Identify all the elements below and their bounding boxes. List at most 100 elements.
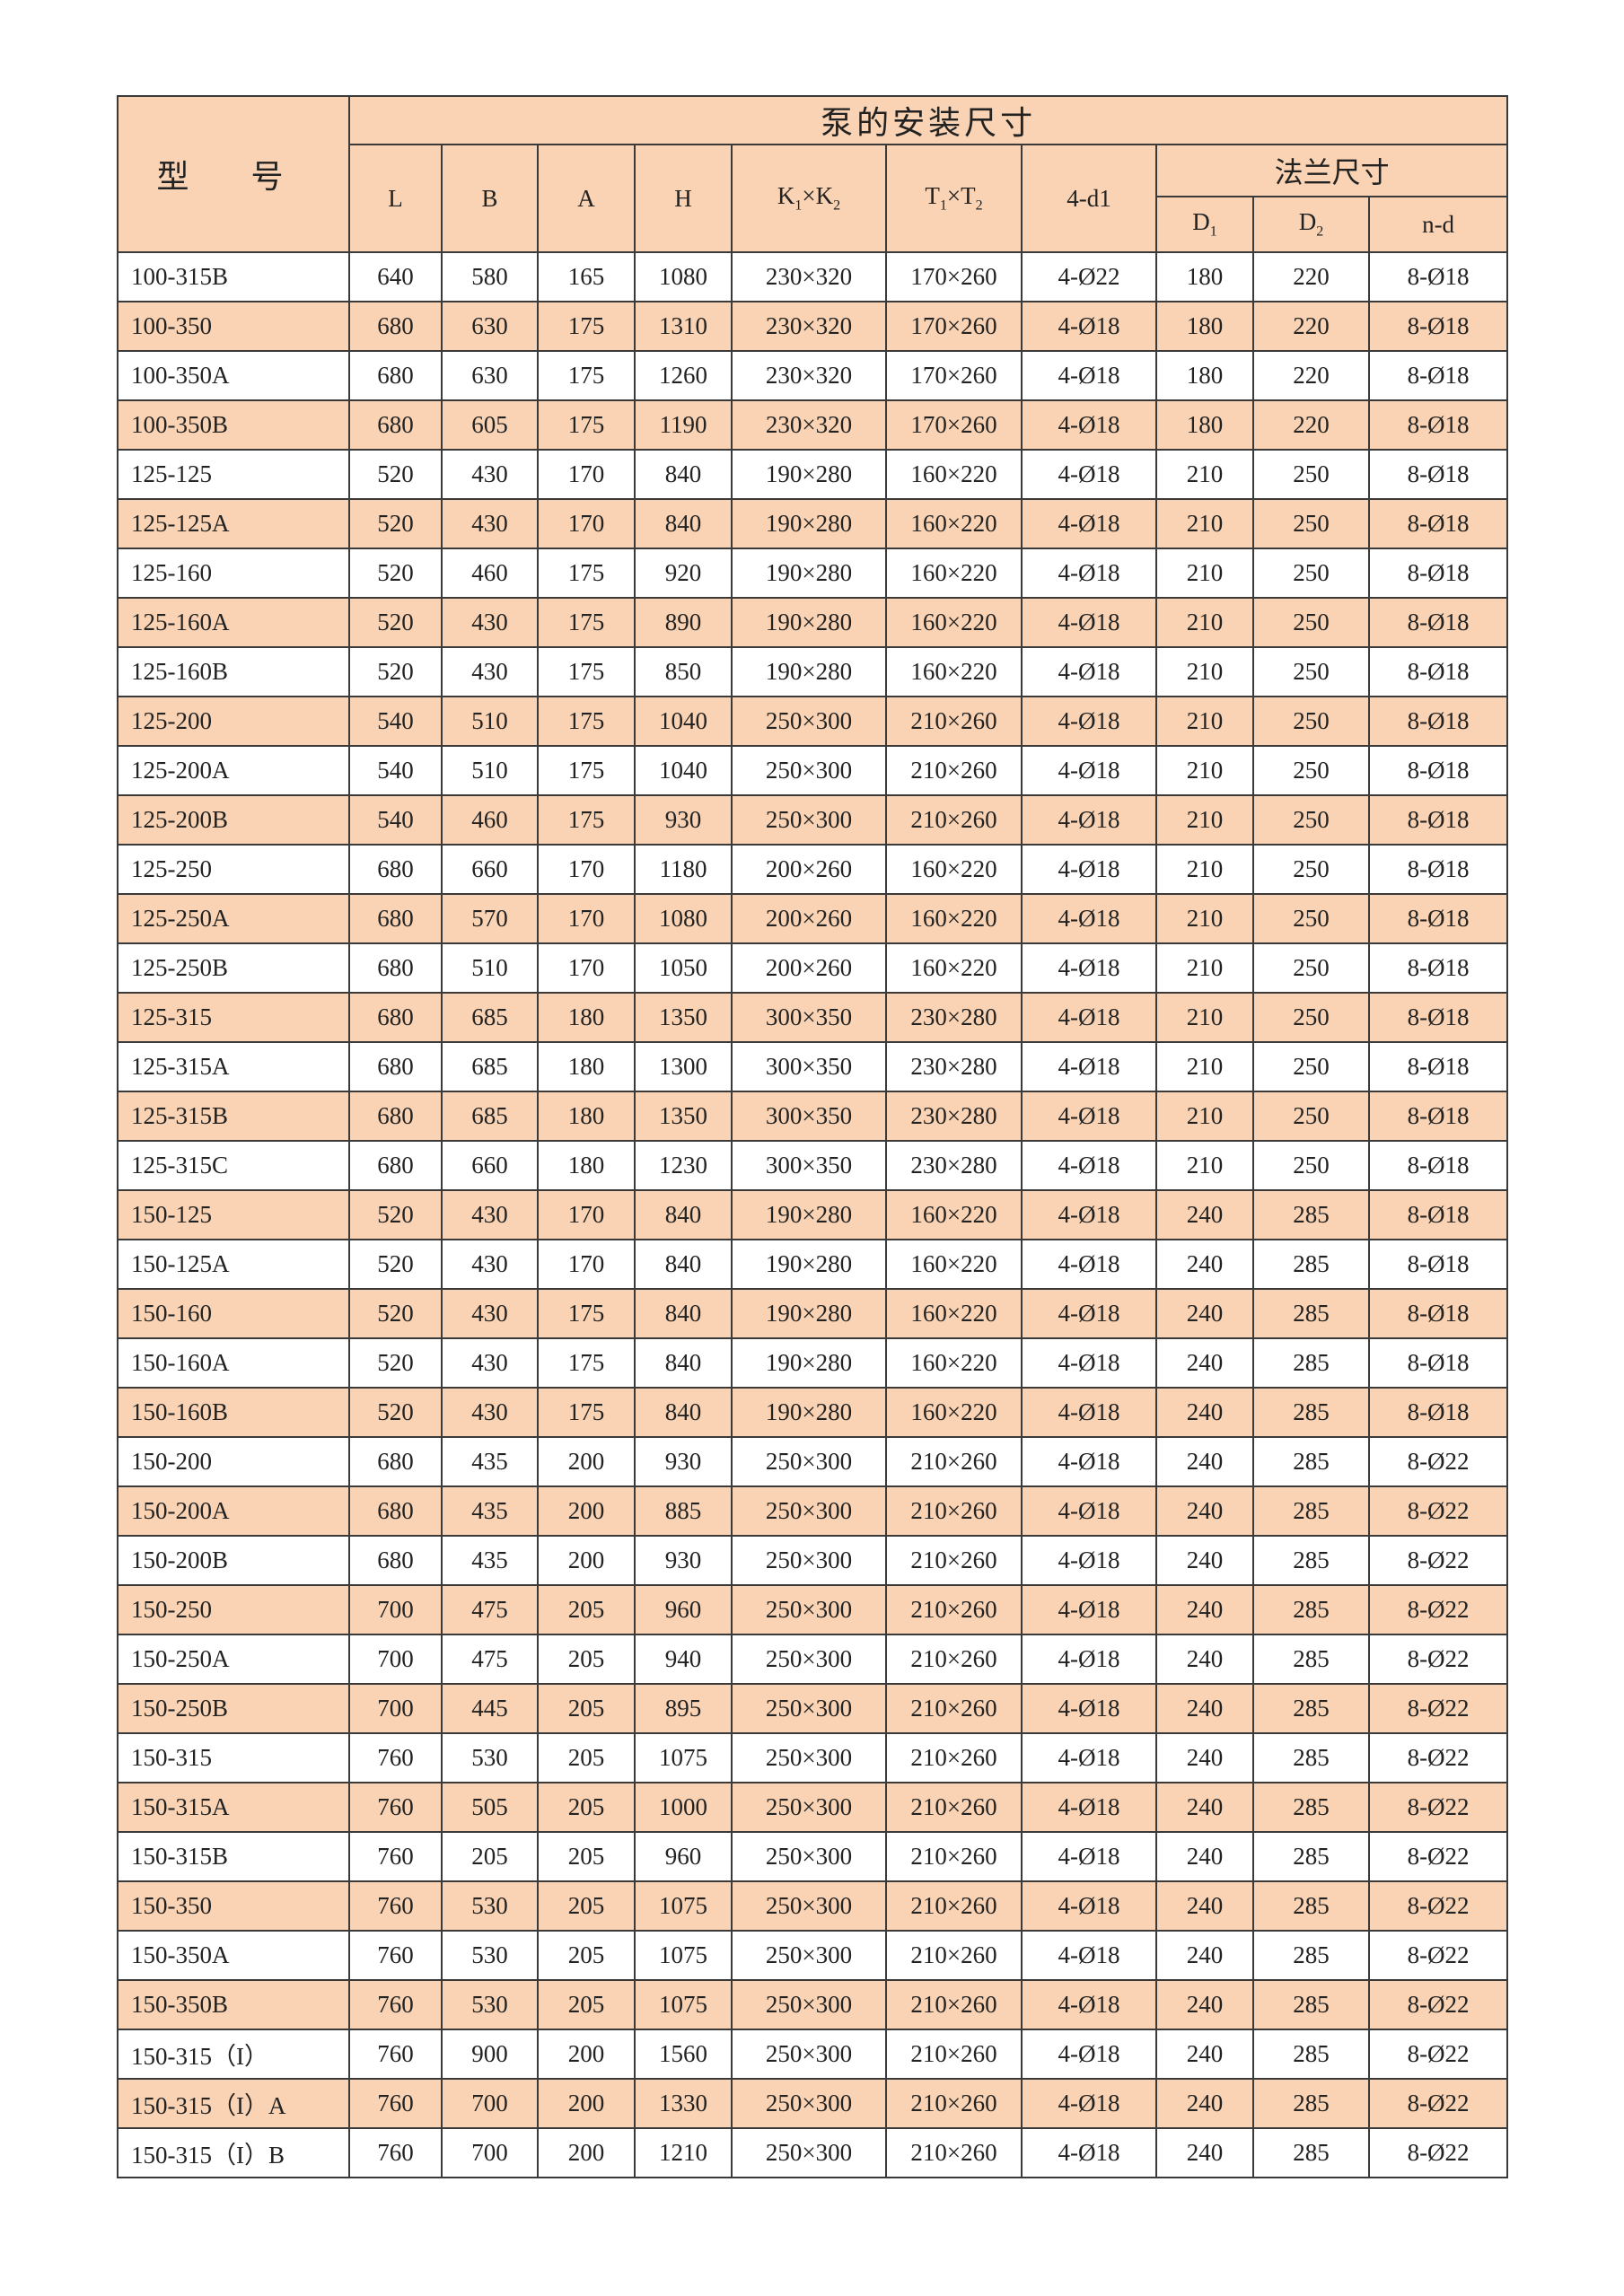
cell-H: 1210 [634, 2127, 733, 2178]
cell-B: 510 [441, 942, 539, 994]
cell-model: 125-160B [117, 646, 350, 697]
cell-D2: 285 [1252, 1831, 1370, 1882]
cell-n-d: 8-Ø22 [1367, 2127, 1509, 2178]
cell-T1xT2: 210×260 [885, 1979, 1023, 2030]
cell-model: 100-350A [117, 350, 350, 401]
cell-4-d1: 4-Ø18 [1021, 1239, 1157, 1290]
cell-n-d: 8-Ø18 [1367, 399, 1509, 451]
cell-T1xT2: 210×260 [885, 696, 1023, 747]
table-row: 150-315（I）A 760 700 200 1330 250×300 210×260 4-… [117, 2078, 1509, 2129]
cell-D2: 285 [1252, 1634, 1370, 1685]
cell-4-d1: 4-Ø18 [1021, 2078, 1157, 2129]
cell-H: 1190 [634, 399, 733, 451]
cell-T1xT2: 160×220 [885, 449, 1023, 500]
cell-L: 680 [348, 893, 443, 944]
table-row: 150-200 680 435 200 930 250×300 210×260 4-Ø18 24… [117, 1436, 1509, 1487]
cell-D2: 285 [1252, 1337, 1370, 1389]
cell-model: 150-315（I）B [117, 2127, 350, 2178]
cell-D2: 250 [1252, 1091, 1370, 1142]
cell-K1xK2: 250×300 [731, 794, 887, 846]
cell-B: 430 [441, 449, 539, 500]
cell-T1xT2: 210×260 [885, 2078, 1023, 2129]
cell-B: 475 [441, 1584, 539, 1635]
cell-D1: 240 [1155, 1387, 1254, 1438]
cell-H: 840 [634, 1387, 733, 1438]
cell-T1xT2: 210×260 [885, 1880, 1023, 1932]
cell-L: 680 [348, 1436, 443, 1487]
cell-model: 125-250A [117, 893, 350, 944]
cell-A: 175 [537, 1337, 636, 1389]
cell-A: 170 [537, 893, 636, 944]
cell-A: 175 [537, 548, 636, 599]
table-row: 150-315B 760 205 205 960 250×300 210×260 4-Ø18 2… [117, 1831, 1509, 1882]
cell-4-d1: 4-Ø18 [1021, 548, 1157, 599]
cell-n-d: 8-Ø18 [1367, 350, 1509, 401]
cell-D1: 240 [1155, 1782, 1254, 1833]
cell-4-d1: 4-Ø18 [1021, 1831, 1157, 1882]
cell-D2: 285 [1252, 1485, 1370, 1537]
header-K1xK2: K1×K2 [731, 144, 887, 253]
cell-n-d: 8-Ø22 [1367, 1683, 1509, 1734]
cell-A: 200 [537, 2029, 636, 2080]
cell-4-d1: 4-Ø18 [1021, 696, 1157, 747]
cell-B: 530 [441, 1732, 539, 1783]
cell-H: 1350 [634, 1091, 733, 1142]
cell-A: 205 [537, 1880, 636, 1932]
cell-D2: 250 [1252, 498, 1370, 549]
cell-B: 530 [441, 1930, 539, 1981]
cell-D2: 220 [1252, 301, 1370, 352]
cell-model: 125-250 [117, 844, 350, 895]
header-model: 型 号 [117, 95, 350, 253]
cell-A: 175 [537, 597, 636, 648]
cell-H: 840 [634, 1337, 733, 1389]
cell-H: 1050 [634, 942, 733, 994]
cell-L: 760 [348, 1880, 443, 1932]
header-H: H [634, 144, 733, 253]
cell-n-d: 8-Ø18 [1367, 301, 1509, 352]
cell-T1xT2: 210×260 [885, 2127, 1023, 2178]
cell-K1xK2: 190×280 [731, 1337, 887, 1389]
cell-D1: 240 [1155, 2127, 1254, 2178]
cell-model: 125-315A [117, 1041, 350, 1092]
cell-L: 700 [348, 1634, 443, 1685]
cell-model: 150-315B [117, 1831, 350, 1882]
cell-D2: 220 [1252, 251, 1370, 302]
cell-4-d1: 4-Ø18 [1021, 646, 1157, 697]
cell-A: 200 [537, 2127, 636, 2178]
cell-H: 920 [634, 548, 733, 599]
cell-model: 150-160 [117, 1288, 350, 1339]
cell-4-d1: 4-Ø18 [1021, 1337, 1157, 1389]
cell-D1: 240 [1155, 1189, 1254, 1240]
cell-4-d1: 4-Ø18 [1021, 449, 1157, 500]
cell-model: 150-350B [117, 1979, 350, 2030]
cell-D1: 210 [1155, 696, 1254, 747]
table-row: 150-250B 700 445 205 895 250×300 210×260 4-Ø18 2… [117, 1683, 1509, 1734]
cell-L: 680 [348, 399, 443, 451]
cell-A: 200 [537, 1535, 636, 1586]
cell-B: 630 [441, 301, 539, 352]
cell-H: 1330 [634, 2078, 733, 2129]
cell-n-d: 8-Ø18 [1367, 597, 1509, 648]
cell-model: 150-250B [117, 1683, 350, 1734]
cell-n-d: 8-Ø18 [1367, 1239, 1509, 1290]
cell-T1xT2: 210×260 [885, 1436, 1023, 1487]
cell-H: 930 [634, 794, 733, 846]
cell-T1xT2: 160×220 [885, 1189, 1023, 1240]
cell-H: 1075 [634, 1880, 733, 1932]
table-row: 125-250B 680 510 170 1050 200×260 160×220 4-Ø18… [117, 942, 1509, 994]
table-row: 150-250A 700 475 205 940 250×300 210×260 4-Ø18 2… [117, 1634, 1509, 1685]
cell-K1xK2: 230×320 [731, 350, 887, 401]
cell-model: 125-315B [117, 1091, 350, 1142]
cell-B: 700 [441, 2127, 539, 2178]
cell-K1xK2: 250×300 [731, 1880, 887, 1932]
cell-K1xK2: 250×300 [731, 1979, 887, 2030]
cell-4-d1: 4-Ø18 [1021, 1979, 1157, 2030]
table-row: 100-350B 680 605 175 1190 230×320 170×260 4-Ø18… [117, 399, 1509, 451]
cell-T1xT2: 210×260 [885, 1930, 1023, 1981]
cell-D2: 250 [1252, 597, 1370, 648]
cell-D2: 285 [1252, 1189, 1370, 1240]
cell-B: 530 [441, 1880, 539, 1932]
cell-K1xK2: 250×300 [731, 2127, 887, 2178]
cell-K1xK2: 250×300 [731, 696, 887, 747]
cell-T1xT2: 210×260 [885, 1831, 1023, 1882]
